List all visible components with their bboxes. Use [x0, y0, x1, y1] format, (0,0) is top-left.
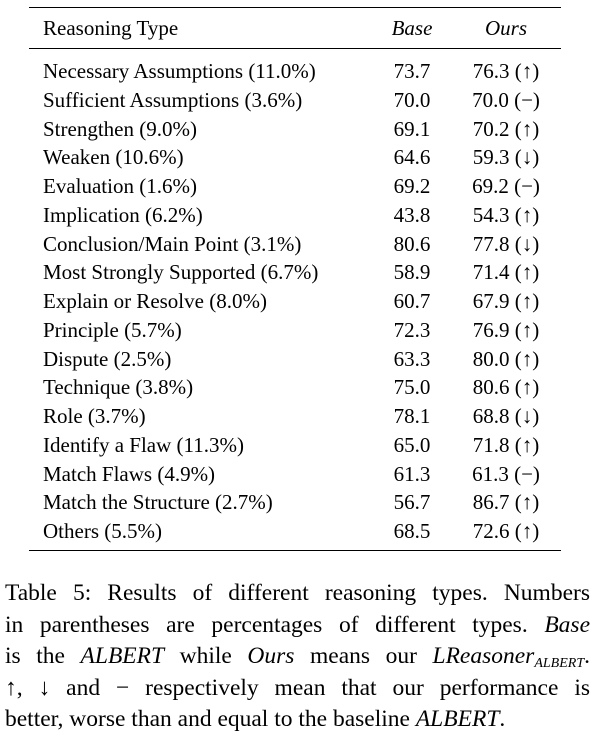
- caption: Table 5: Results of different reasoning …: [5, 578, 590, 733]
- reasoning-type: Weaken (10.6%): [43, 145, 184, 170]
- header-cell: Base: [391, 16, 433, 40]
- base-score: 64.6: [393, 145, 431, 170]
- caption-text: better, worse than and equal to the base…: [5, 706, 416, 733]
- table-row: Weaken (10.6%) 64.6 59.3 (↓): [29, 143, 561, 172]
- ours-score: 72.6 (↑): [472, 519, 540, 543]
- ours-score: 71.4 (↑): [472, 260, 540, 285]
- reasoning-type: Necessary Assumptions (11.0%): [43, 59, 316, 83]
- table-row: Conclusion/Main Point (3.1%) 80.6 77.8 (↓): [29, 230, 561, 259]
- base-score: 68.5: [393, 519, 431, 543]
- table-row: Evaluation (1.6%) 69.2 69.2 (−): [29, 172, 561, 201]
- reasoning-type: Others (5.5%): [43, 519, 162, 543]
- ours-score: 80.0 (↑): [472, 346, 540, 371]
- base-score: 58.9: [393, 260, 431, 285]
- ours-score: 68.8 (↓): [472, 404, 540, 428]
- reasoning-type: Explain or Resolve (8.0%): [43, 289, 267, 313]
- base-score: 63.3: [393, 346, 431, 371]
- reasoning-type: Match Flaws (4.9%): [43, 461, 216, 486]
- reasoning-type: Principle (5.7%): [43, 317, 182, 342]
- caption-text: Ours: [247, 643, 295, 670]
- caption-text: LReasoner: [432, 643, 535, 670]
- caption-text: Base: [544, 611, 590, 638]
- caption-text: ALBERT: [80, 643, 165, 670]
- ours-score: 61.3 (−): [472, 461, 540, 486]
- caption-text: ↑, ↓ and − respectively mean that our pe…: [5, 674, 590, 701]
- base-score: 65.0: [393, 432, 431, 457]
- results-table: Reasoning Type Base Ours Necessary Assum…: [29, 7, 561, 551]
- table-row: Identify a Flaw (11.3%) 65.0 71.8 (↑): [29, 431, 561, 460]
- caption-text: in parentheses are percentages of differ…: [5, 611, 545, 638]
- base-score: 73.7: [393, 59, 431, 83]
- ours-score: 70.2 (↑): [472, 116, 540, 141]
- caption-line: Table 5: Results of different reasoning …: [5, 578, 590, 610]
- reasoning-type: Dispute (2.5%): [43, 346, 172, 371]
- reasoning-type: Implication (6.2%): [43, 202, 203, 227]
- base-score: 69.1: [393, 116, 431, 141]
- ours-score: 69.2 (−): [472, 174, 540, 198]
- caption-text: ALBERT: [415, 706, 500, 733]
- ours-score: 71.8 (↑): [472, 432, 540, 457]
- caption-line: ↑, ↓ and − respectively mean that our pe…: [5, 673, 590, 705]
- ours-score: 54.3 (↑): [472, 202, 540, 227]
- ours-score: 70.0 (−): [472, 87, 540, 112]
- table-row: Match Flaws (4.9%) 61.3 61.3 (−): [29, 460, 561, 489]
- base-score: 80.6: [393, 231, 431, 256]
- table-row: Most Strongly Supported (6.7%) 58.9 71.4 (…: [29, 258, 561, 287]
- base-score: 69.2: [393, 174, 431, 198]
- caption-text: while: [164, 643, 248, 670]
- caption-line: better, worse than and equal to the base…: [5, 704, 590, 733]
- table-row: Match the Structure (2.7%) 56.7 86.7 (↑): [29, 488, 561, 517]
- table-row: Technique (3.8%) 75.0 80.6 (↑): [29, 373, 561, 402]
- table-row: Sufficient Assumptions (3.6%) 70.0 70.0 (−…: [29, 86, 561, 115]
- ours-score: 76.3 (↑): [472, 59, 540, 83]
- reasoning-type: Role (3.7%): [43, 404, 146, 428]
- header-cell: Reasoning Type: [43, 16, 179, 40]
- caption-text: .: [584, 643, 590, 670]
- caption-line: is the ALBERT while Ours means our LReas…: [5, 641, 590, 673]
- reasoning-type: Strengthen (9.0%): [43, 116, 197, 141]
- reasoning-type: Most Strongly Supported (6.7%): [43, 260, 319, 285]
- base-score: 70.0: [393, 87, 431, 112]
- ours-score: 77.8 (↓): [472, 231, 540, 256]
- table-row: Role (3.7%) 78.1 68.8 (↓): [29, 402, 561, 431]
- caption-text: is the: [5, 643, 81, 670]
- spacer: [29, 546, 561, 550]
- table-row: Implication (6.2%) 43.8 54.3 (↑): [29, 201, 561, 230]
- reasoning-type: Conclusion/Main Point (3.1%): [43, 231, 302, 256]
- reasoning-type: Technique (3.8%): [43, 375, 194, 400]
- header-cell: Ours: [484, 16, 527, 40]
- ours-score: 67.9 (↑): [472, 289, 540, 313]
- table-row: Explain or Resolve (8.0%) 60.7 67.9 (↑): [29, 287, 561, 316]
- caption-subscript: ALBERT: [534, 656, 585, 672]
- header-row: Reasoning Type Base Ours: [29, 8, 561, 49]
- base-score: 61.3: [393, 461, 431, 486]
- base-score: 60.7: [393, 289, 431, 313]
- ours-score: 80.6 (↑): [472, 375, 540, 400]
- table-row: Strengthen (9.0%) 69.1 70.2 (↑): [29, 115, 561, 144]
- caption-line: in parentheses are percentages of differ…: [5, 610, 590, 642]
- reasoning-type: Identify a Flaw (11.3%): [43, 432, 244, 457]
- caption-text: Table 5: Results of different reasoning …: [5, 580, 590, 606]
- table-row: Necessary Assumptions (11.0%) 73.7 76.3 (↑…: [29, 57, 561, 86]
- caption-text: LReasonerALBERT: [432, 643, 585, 672]
- reasoning-type: Evaluation (1.6%): [43, 174, 197, 198]
- table-row: Principle (5.7%) 72.3 76.9 (↑): [29, 316, 561, 345]
- caption-text: .: [499, 706, 506, 733]
- reasoning-type: Sufficient Assumptions (3.6%): [43, 87, 303, 112]
- caption-text: means our: [294, 643, 433, 670]
- base-score: 78.1: [393, 404, 431, 428]
- ours-score: 86.7 (↑): [472, 490, 540, 515]
- reasoning-type: Match the Structure (2.7%): [43, 490, 273, 515]
- table-row: Dispute (2.5%) 63.3 80.0 (↑): [29, 345, 561, 374]
- base-score: 56.7: [393, 490, 431, 515]
- table-row: Others (5.5%) 68.5 72.6 (↑): [29, 517, 561, 546]
- ours-score: 59.3 (↓): [472, 145, 540, 170]
- table-body: Necessary Assumptions (11.0%) 73.7 76.3 (↑…: [29, 57, 561, 546]
- base-score: 72.3: [393, 317, 431, 342]
- base-score: 43.8: [393, 202, 431, 227]
- ours-score: 76.9 (↑): [472, 317, 540, 342]
- base-score: 75.0: [393, 375, 431, 400]
